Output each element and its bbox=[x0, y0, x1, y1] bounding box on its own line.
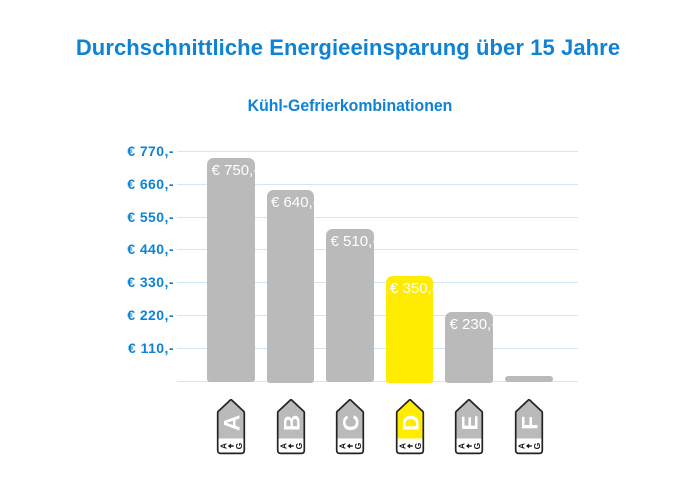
svg-text:A: A bbox=[338, 443, 348, 449]
svg-text:G: G bbox=[413, 442, 423, 449]
svg-text:C: C bbox=[339, 414, 364, 430]
svg-text:G: G bbox=[353, 442, 363, 449]
svg-text:A: A bbox=[278, 443, 288, 449]
svg-text:D: D bbox=[398, 414, 423, 430]
svg-text:F: F bbox=[517, 416, 542, 430]
svg-text:A: A bbox=[457, 443, 467, 449]
svg-text:B: B bbox=[279, 414, 304, 430]
svg-text:A: A bbox=[397, 443, 407, 449]
svg-text:G: G bbox=[472, 442, 482, 449]
svg-text:G: G bbox=[294, 442, 304, 449]
svg-text:E: E bbox=[458, 415, 483, 430]
svg-text:G: G bbox=[234, 442, 244, 449]
svg-text:A: A bbox=[220, 414, 245, 430]
svg-text:G: G bbox=[532, 442, 542, 449]
svg-text:A: A bbox=[516, 443, 526, 449]
svg-text:A: A bbox=[219, 443, 229, 449]
